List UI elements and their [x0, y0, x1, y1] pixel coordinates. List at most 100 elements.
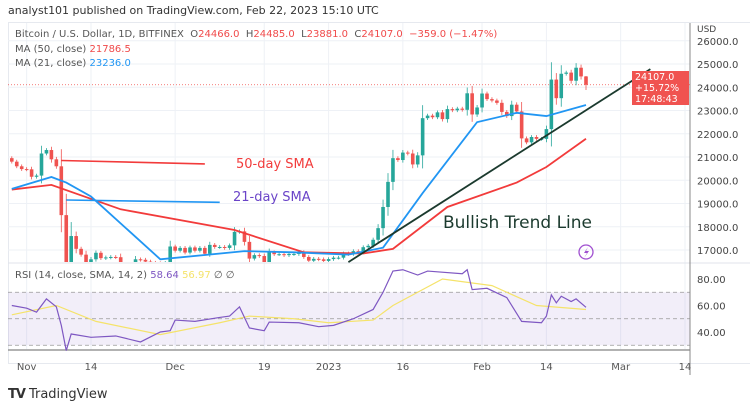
rsi-axis-label: 60.00 [697, 302, 726, 313]
candle-body [376, 228, 380, 240]
change-percent: +15.72% [635, 83, 680, 94]
price-axis-label: 24000.0 [697, 83, 738, 94]
candle-body [420, 118, 425, 156]
candle-body [69, 236, 73, 262]
price-axis-label: 20000.0 [697, 176, 738, 187]
rsi-axis-label: 80.00 [697, 275, 726, 286]
candle-body [232, 231, 237, 246]
rsi-sma-line [11, 278, 587, 336]
candle-body [292, 253, 296, 255]
candle-body [361, 247, 366, 252]
candle-body [316, 258, 321, 260]
tradingview-logo-icon: TV [8, 387, 26, 402]
candle-body [391, 158, 395, 182]
ma50-label: MA (50, close) [15, 44, 87, 55]
candle-body [549, 79, 554, 130]
candle-body [10, 158, 14, 162]
price-axis-label: 18000.0 [697, 223, 738, 234]
candle-body [54, 159, 59, 167]
ma21-legend[interactable]: MA (21, close) 23236.0 [15, 58, 131, 69]
close-value: 24107.0 [361, 29, 403, 40]
candle-body [485, 93, 489, 100]
candle-body [371, 239, 375, 246]
candle-body [584, 76, 588, 85]
candle-body [168, 246, 172, 262]
rsi-line [11, 268, 587, 351]
candle-body [455, 108, 460, 111]
time-axis-label: 16 [396, 362, 409, 373]
candle-body [356, 251, 361, 253]
candle-body [490, 99, 494, 101]
candle-body [29, 169, 34, 177]
candle-body [282, 254, 286, 256]
candle-body [109, 256, 113, 258]
candle-body [118, 257, 123, 262]
candle-body [247, 241, 252, 259]
low-value: 23881.0 [306, 29, 349, 40]
rsi-sma-value: 56.97 [182, 270, 211, 281]
candle-body [39, 153, 44, 176]
candle-body [188, 247, 192, 253]
price-axis-label: 25000.0 [697, 60, 738, 71]
candle-body [19, 166, 24, 170]
symbol-legend: Bitcoin / U.S. Dollar, 1D, BITFINEX O244… [15, 29, 497, 40]
candle-body [159, 263, 163, 268]
candle-body [480, 93, 484, 108]
time-axis-label: Feb [473, 362, 491, 373]
candle-body [470, 93, 474, 115]
time-axis-label: Mar [611, 362, 631, 373]
candle-body [104, 257, 108, 259]
rsi-band [8, 292, 690, 346]
candle-body [257, 255, 262, 257]
candle-body [445, 109, 450, 120]
time-axis-label: 19 [258, 362, 271, 373]
candle-body [534, 137, 539, 139]
candle-body [148, 261, 153, 262]
last-price-tag: 24107.0 +15.72% 17:48:43 [632, 71, 689, 105]
candle-body [222, 246, 227, 248]
candle-body [524, 138, 529, 143]
candle-body [272, 252, 276, 255]
time-axis-label: 2023 [316, 362, 341, 373]
candle-body [198, 247, 202, 251]
candle-body [381, 206, 385, 229]
candle-body [307, 256, 311, 261]
candle-body [579, 67, 583, 77]
candle-body [500, 102, 504, 112]
candle-body [495, 100, 499, 103]
lightning-icon-bolt [584, 247, 589, 258]
ma21-value: 23236.0 [89, 58, 131, 69]
candle-body [336, 257, 341, 259]
candle-body [341, 253, 346, 258]
candle-body [326, 259, 331, 261]
candle-body [24, 169, 29, 171]
candle-body [544, 129, 549, 139]
candle-body [203, 247, 207, 254]
candle-body [410, 153, 415, 165]
last-price: 24107.0 [635, 72, 675, 83]
candle-body [450, 109, 455, 111]
tradingview-logo[interactable]: TV TradingView [8, 387, 107, 402]
rsi-legend[interactable]: RSI (14, close, SMA, 14, 2) 58.64 56.97 … [15, 270, 235, 281]
ma21-line [11, 104, 587, 261]
candle-body [366, 245, 370, 248]
candle-body [183, 247, 187, 253]
candle-body [331, 257, 336, 260]
chart-frame[interactable] [8, 22, 750, 364]
high-label: H [245, 29, 254, 40]
bar-countdown: 17:48:43 [635, 94, 678, 105]
candle-body [79, 248, 83, 255]
price-axis-label: 23000.0 [697, 107, 738, 118]
candle-body [406, 152, 410, 154]
ma21-label: MA (21, close) [15, 58, 87, 69]
ma50-legend[interactable]: MA (50, close) 21786.5 [15, 44, 131, 55]
candle-body [574, 67, 578, 81]
candle-body [267, 252, 271, 262]
candle-body [14, 161, 19, 167]
open-label: O [190, 29, 199, 40]
high-value: 24485.0 [253, 29, 295, 40]
candle-body [143, 259, 148, 262]
candle-body [425, 115, 430, 119]
candle-body [554, 79, 559, 99]
